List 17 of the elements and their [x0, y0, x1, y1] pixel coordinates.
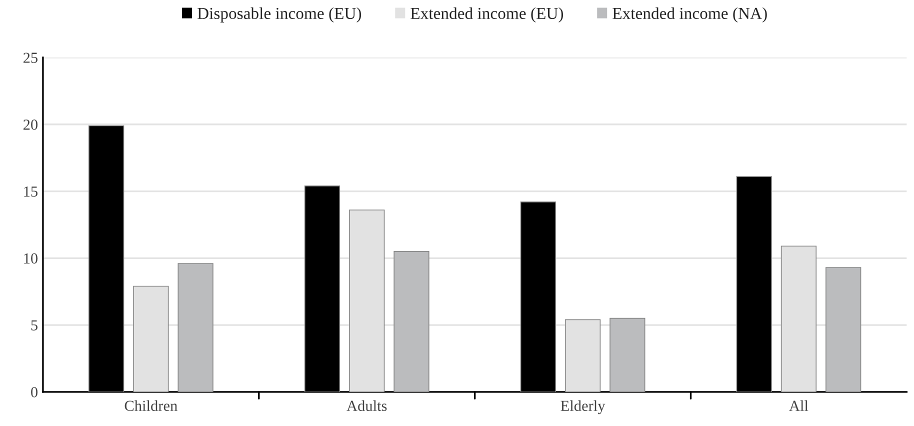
bar [178, 263, 214, 392]
x-tick-label: Adults [346, 400, 387, 412]
y-tick-label: 15 [24, 186, 38, 197]
x-tick-label: Elderly [560, 400, 606, 414]
y-tick-label: 25 [23, 52, 38, 63]
y-tick-label: 20 [23, 120, 38, 130]
y-tick-label: 0 [31, 387, 38, 398]
legend-label: Extended income (EU) [410, 7, 564, 22]
bar [610, 318, 646, 392]
y-tick-label: 5 [31, 320, 38, 330]
bar [394, 251, 430, 392]
x-tick-label: All [789, 400, 808, 411]
y-tick-label: 10 [24, 253, 38, 264]
legend-label: Disposable income (EU) [198, 7, 362, 22]
bar [826, 267, 862, 392]
legend-label: Extended income (NA) [612, 7, 767, 22]
x-tick-label: Children [124, 400, 178, 412]
